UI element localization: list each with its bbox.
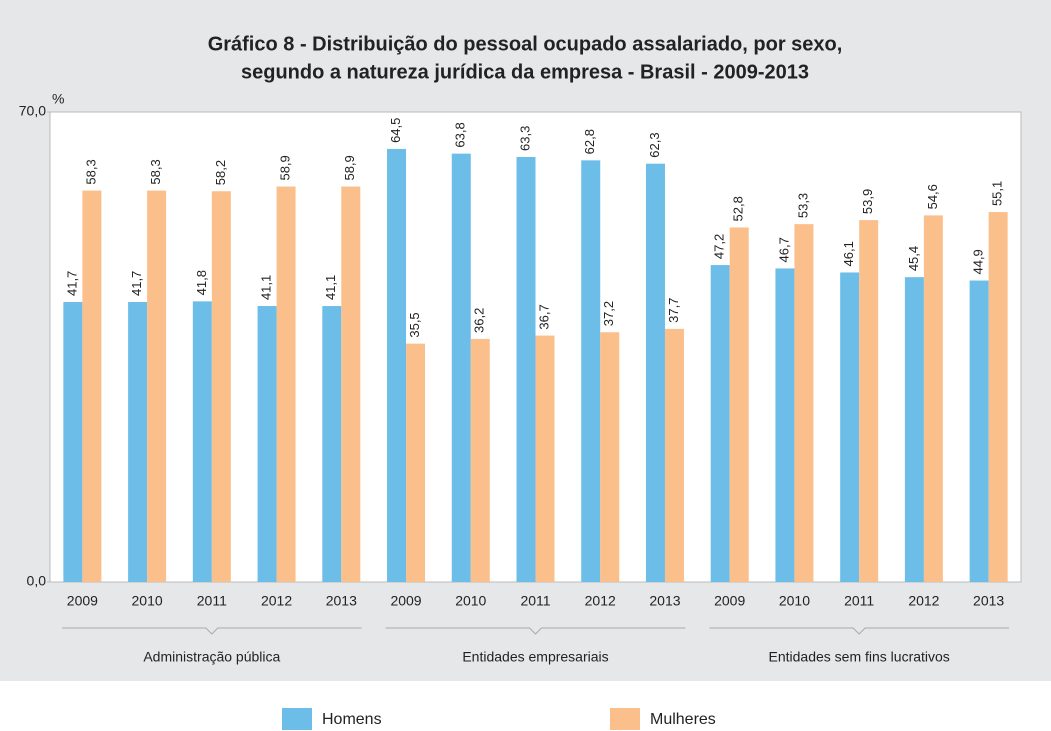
value-label: 63,3 bbox=[517, 126, 532, 151]
bar bbox=[969, 280, 989, 582]
x-tick-label: 2009 bbox=[390, 593, 421, 609]
bar bbox=[645, 163, 665, 582]
bar bbox=[535, 335, 555, 582]
x-tick-label: 2012 bbox=[261, 593, 292, 609]
y-axis-label: % bbox=[52, 91, 64, 107]
bar bbox=[406, 343, 426, 582]
value-label: 54,6 bbox=[925, 184, 940, 209]
value-label: 41,7 bbox=[64, 271, 79, 296]
y-tick-label: 70,0 bbox=[19, 103, 46, 119]
value-label: 41,1 bbox=[323, 275, 338, 300]
bar bbox=[581, 160, 601, 583]
bar bbox=[859, 220, 879, 582]
value-label: 58,3 bbox=[83, 159, 98, 184]
y-tick-label: 0,0 bbox=[27, 573, 47, 589]
bar bbox=[192, 301, 212, 582]
bar bbox=[923, 215, 943, 582]
bar bbox=[257, 306, 277, 582]
group-label: Entidades empresariais bbox=[462, 649, 608, 665]
bar bbox=[322, 306, 342, 582]
group-bracket bbox=[62, 627, 362, 635]
x-tick-label: 2013 bbox=[326, 593, 357, 609]
value-label: 41,1 bbox=[259, 275, 274, 300]
x-tick-label: 2010 bbox=[455, 593, 486, 609]
chart-title: segundo a natureza jurídica da empresa -… bbox=[241, 61, 809, 83]
value-label: 52,8 bbox=[731, 196, 746, 221]
x-tick-label: 2012 bbox=[908, 593, 939, 609]
group-bracket bbox=[385, 627, 686, 635]
bar bbox=[82, 190, 102, 583]
legend-label: Mulheres bbox=[650, 711, 716, 728]
bar bbox=[794, 224, 814, 582]
value-label: 64,5 bbox=[388, 118, 403, 143]
bar bbox=[729, 227, 749, 582]
group-bracket bbox=[709, 627, 1009, 635]
x-tick-label: 2011 bbox=[520, 593, 550, 609]
x-tick-label: 2009 bbox=[714, 593, 745, 609]
value-label: 36,7 bbox=[536, 304, 551, 329]
bar bbox=[775, 268, 795, 582]
value-label: 62,8 bbox=[582, 129, 597, 154]
x-tick-label: 2010 bbox=[779, 593, 810, 609]
value-label: 46,7 bbox=[776, 237, 791, 262]
value-label: 58,2 bbox=[213, 160, 228, 185]
legend-swatch bbox=[282, 708, 312, 730]
bar bbox=[600, 332, 620, 582]
value-label: 58,9 bbox=[342, 155, 357, 180]
group-label: Administração pública bbox=[143, 649, 280, 665]
value-label: 46,1 bbox=[841, 241, 856, 266]
bar bbox=[276, 186, 296, 582]
value-label: 45,4 bbox=[906, 246, 921, 271]
value-label: 58,3 bbox=[148, 159, 163, 184]
group-label: Entidades sem fins lucrativos bbox=[769, 649, 950, 665]
bar bbox=[840, 272, 860, 582]
value-label: 41,7 bbox=[129, 271, 144, 296]
value-label: 44,9 bbox=[971, 249, 986, 274]
value-label: 58,9 bbox=[278, 155, 293, 180]
bar bbox=[211, 191, 231, 582]
value-label: 41,8 bbox=[194, 270, 209, 295]
value-label: 53,9 bbox=[860, 189, 875, 214]
bar bbox=[988, 212, 1008, 583]
value-label: 37,2 bbox=[601, 301, 616, 326]
x-tick-label: 2012 bbox=[585, 593, 616, 609]
value-label: 36,2 bbox=[472, 308, 487, 333]
x-tick-label: 2010 bbox=[132, 593, 163, 609]
bar bbox=[63, 302, 83, 582]
x-tick-label: 2013 bbox=[649, 593, 680, 609]
x-tick-label: 2009 bbox=[67, 593, 98, 609]
value-label: 37,7 bbox=[666, 298, 681, 323]
bar bbox=[387, 148, 407, 582]
bar bbox=[664, 328, 684, 582]
value-label: 53,3 bbox=[795, 193, 810, 218]
value-label: 47,2 bbox=[712, 234, 727, 259]
value-label: 63,8 bbox=[453, 122, 468, 147]
legend-label: Homens bbox=[322, 711, 382, 728]
bar bbox=[710, 265, 730, 582]
value-label: 62,3 bbox=[647, 132, 662, 157]
bar bbox=[451, 153, 471, 582]
bar bbox=[128, 302, 148, 582]
x-tick-label: 2011 bbox=[197, 593, 227, 609]
chart-title: Gráfico 8 - Distribuição do pessoal ocup… bbox=[208, 33, 843, 55]
bar bbox=[516, 156, 536, 582]
legend-swatch bbox=[610, 708, 640, 730]
bar bbox=[147, 190, 167, 583]
bar bbox=[341, 186, 361, 582]
x-tick-label: 2013 bbox=[973, 593, 1004, 609]
bar bbox=[904, 277, 924, 582]
bar bbox=[470, 338, 490, 582]
x-tick-label: 2011 bbox=[844, 593, 874, 609]
value-label: 35,5 bbox=[407, 312, 422, 337]
value-label: 55,1 bbox=[990, 181, 1005, 206]
